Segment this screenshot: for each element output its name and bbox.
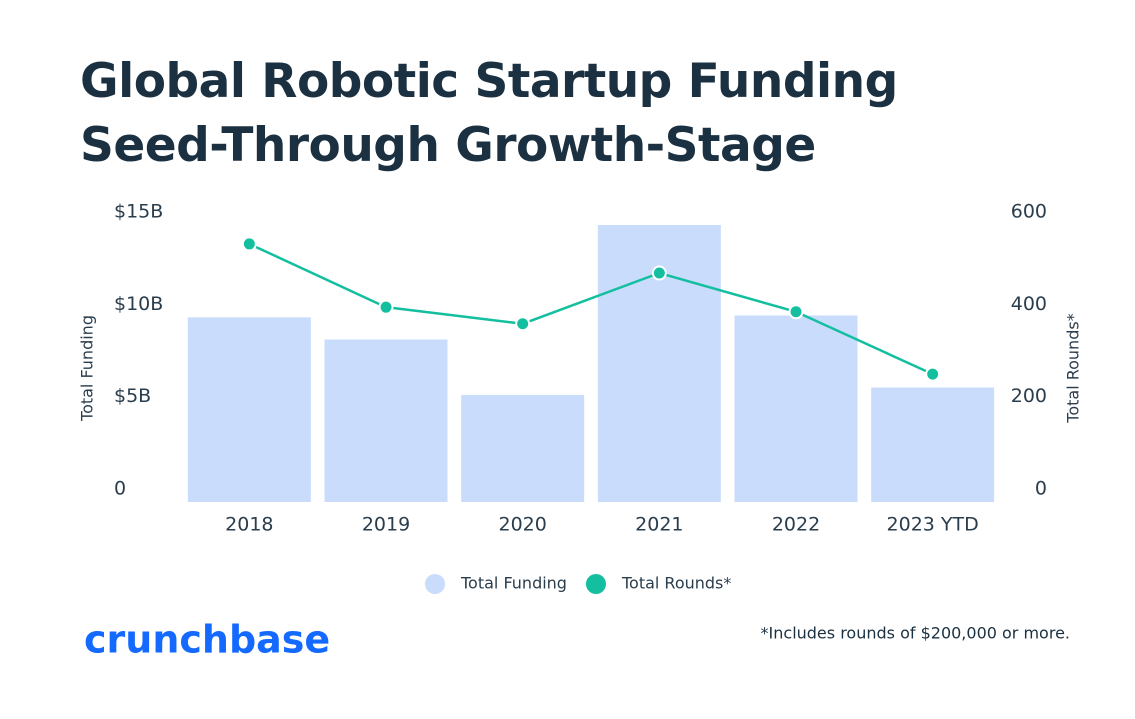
bar <box>734 315 858 502</box>
x-tick-label: 2023 YTD <box>887 514 979 536</box>
point <box>515 316 531 332</box>
point <box>378 299 394 315</box>
bar <box>324 339 448 502</box>
y-tick-label: $15B <box>114 201 163 223</box>
y2-tick-label: 200 <box>1011 385 1047 407</box>
y2-tick-label: 0 <box>1035 478 1047 500</box>
y2-tick-label: 400 <box>1011 293 1047 315</box>
line <box>248 242 934 376</box>
logo: crunchbase <box>84 618 330 662</box>
y2-tick-label: 600 <box>1011 201 1047 223</box>
legend-marker <box>585 574 606 594</box>
x-tick-label: 2022 <box>772 514 820 536</box>
point <box>925 366 941 382</box>
x-tick-label: 2019 <box>362 514 410 536</box>
y-axis-title: Total Funding <box>78 315 97 422</box>
x-tick-label: 2021 <box>635 514 683 536</box>
y-tick-label: $5B <box>114 385 151 407</box>
bar <box>461 394 585 502</box>
legend-label: Total Rounds* <box>621 574 731 593</box>
point <box>241 236 257 252</box>
bar <box>187 317 311 502</box>
footnote: *Includes rounds of $200,000 or more. <box>761 624 1070 643</box>
point <box>651 265 667 281</box>
y-tick-label: $10B <box>114 293 163 315</box>
chart-title: Global Robotic Startup Funding Seed-Thro… <box>80 54 898 173</box>
y-tick-label: 0 <box>114 478 126 500</box>
point <box>788 304 804 320</box>
x-tick-label: 2018 <box>225 514 273 536</box>
bar <box>871 387 995 502</box>
x-tick-label: 2020 <box>498 514 546 536</box>
y2-axis-title: Total Rounds* <box>1064 313 1083 423</box>
legend-label: Total Funding <box>460 574 567 593</box>
legend-marker <box>425 574 445 594</box>
